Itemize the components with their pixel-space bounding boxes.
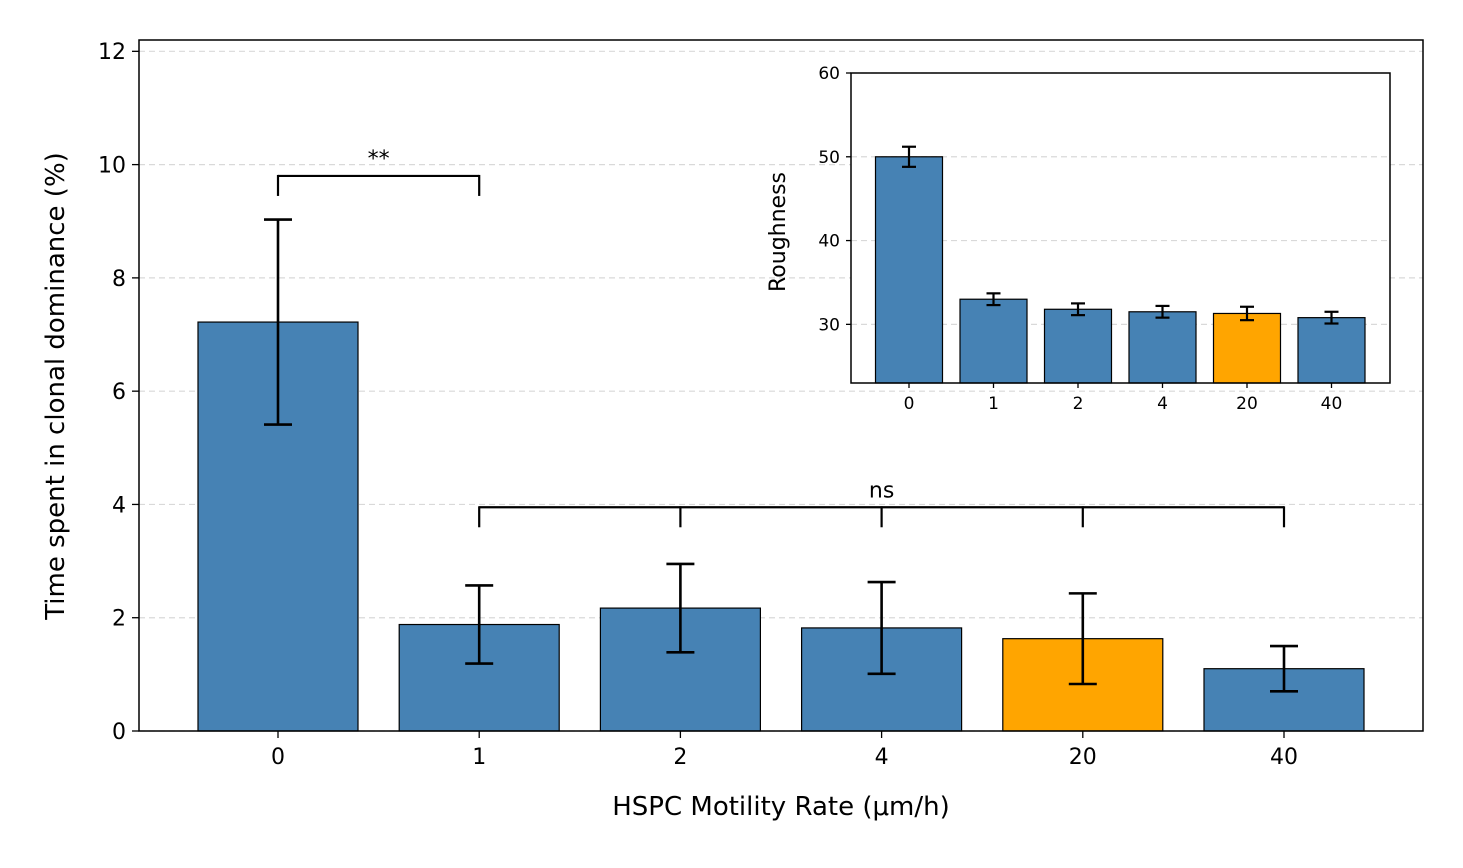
main-y-tick-label: 12 bbox=[98, 40, 126, 65]
inset-bar-2 bbox=[1043, 308, 1113, 384]
main-x-tick-label: 2 bbox=[673, 745, 687, 770]
main-x-axis-label: HSPC Motility Rate (μm/h) bbox=[612, 792, 949, 822]
main-x-tick-label: 1 bbox=[472, 745, 486, 770]
inset-plot-frame bbox=[850, 72, 1391, 384]
main-error-bars bbox=[264, 218, 1298, 693]
main-significance-annotations: ** ns bbox=[276, 147, 1286, 528]
inset-error-bars bbox=[902, 145, 1339, 325]
main-y-tick-label: 4 bbox=[112, 493, 126, 518]
inset-y-ticks: 30 40 50 60 bbox=[818, 64, 851, 335]
main-y-tick-label: 8 bbox=[112, 267, 126, 292]
main-x-tick-label: 20 bbox=[1069, 745, 1097, 770]
inset-bar-0 bbox=[874, 156, 944, 384]
inset-x-tick-label: 4 bbox=[1157, 394, 1168, 414]
main-y-tick-label: 0 bbox=[112, 720, 126, 745]
inset-x-tick-label: 40 bbox=[1321, 394, 1343, 414]
main-plot-frame bbox=[138, 39, 1424, 732]
main-y-ticks: 0 2 4 6 8 10 12 bbox=[98, 40, 139, 745]
inset-y-axis-label: Roughness bbox=[766, 172, 791, 292]
main-annotation-label: ** bbox=[368, 147, 390, 172]
inset-y-tick-label: 50 bbox=[818, 148, 840, 168]
main-y-axis-label: Time spent in clonal dominance (%) bbox=[41, 152, 71, 621]
main-x-tick-label: 0 bbox=[271, 745, 285, 770]
inset-x-tick-label: 0 bbox=[904, 394, 915, 414]
inset-y-tick-label: 60 bbox=[818, 64, 840, 84]
main-x-tick-label: 40 bbox=[1270, 745, 1298, 770]
main-y-tick-label: 10 bbox=[98, 154, 126, 179]
inset-bar-40 bbox=[1297, 317, 1366, 384]
inset-bar-4 bbox=[1128, 311, 1197, 384]
main-y-tick-label: 6 bbox=[112, 380, 126, 405]
main-y-tick-label: 2 bbox=[112, 607, 126, 632]
inset-x-tick-label: 2 bbox=[1073, 394, 1084, 414]
inset-x-tick-label: 20 bbox=[1236, 394, 1258, 414]
inset-x-ticks: 0 1 2 4 20 40 bbox=[904, 383, 1343, 414]
main-x-ticks: 0 1 2 4 20 40 bbox=[271, 731, 1298, 770]
inset-bars bbox=[874, 156, 1366, 384]
main-x-tick-label: 4 bbox=[875, 745, 889, 770]
inset-bar-1 bbox=[959, 298, 1028, 384]
inset-y-tick-label: 30 bbox=[818, 315, 840, 335]
inset-bar-20 bbox=[1212, 312, 1282, 384]
main-annotation-label: ns bbox=[869, 478, 894, 503]
inset-x-tick-label: 1 bbox=[988, 394, 999, 414]
inset-y-tick-label: 40 bbox=[818, 232, 840, 252]
